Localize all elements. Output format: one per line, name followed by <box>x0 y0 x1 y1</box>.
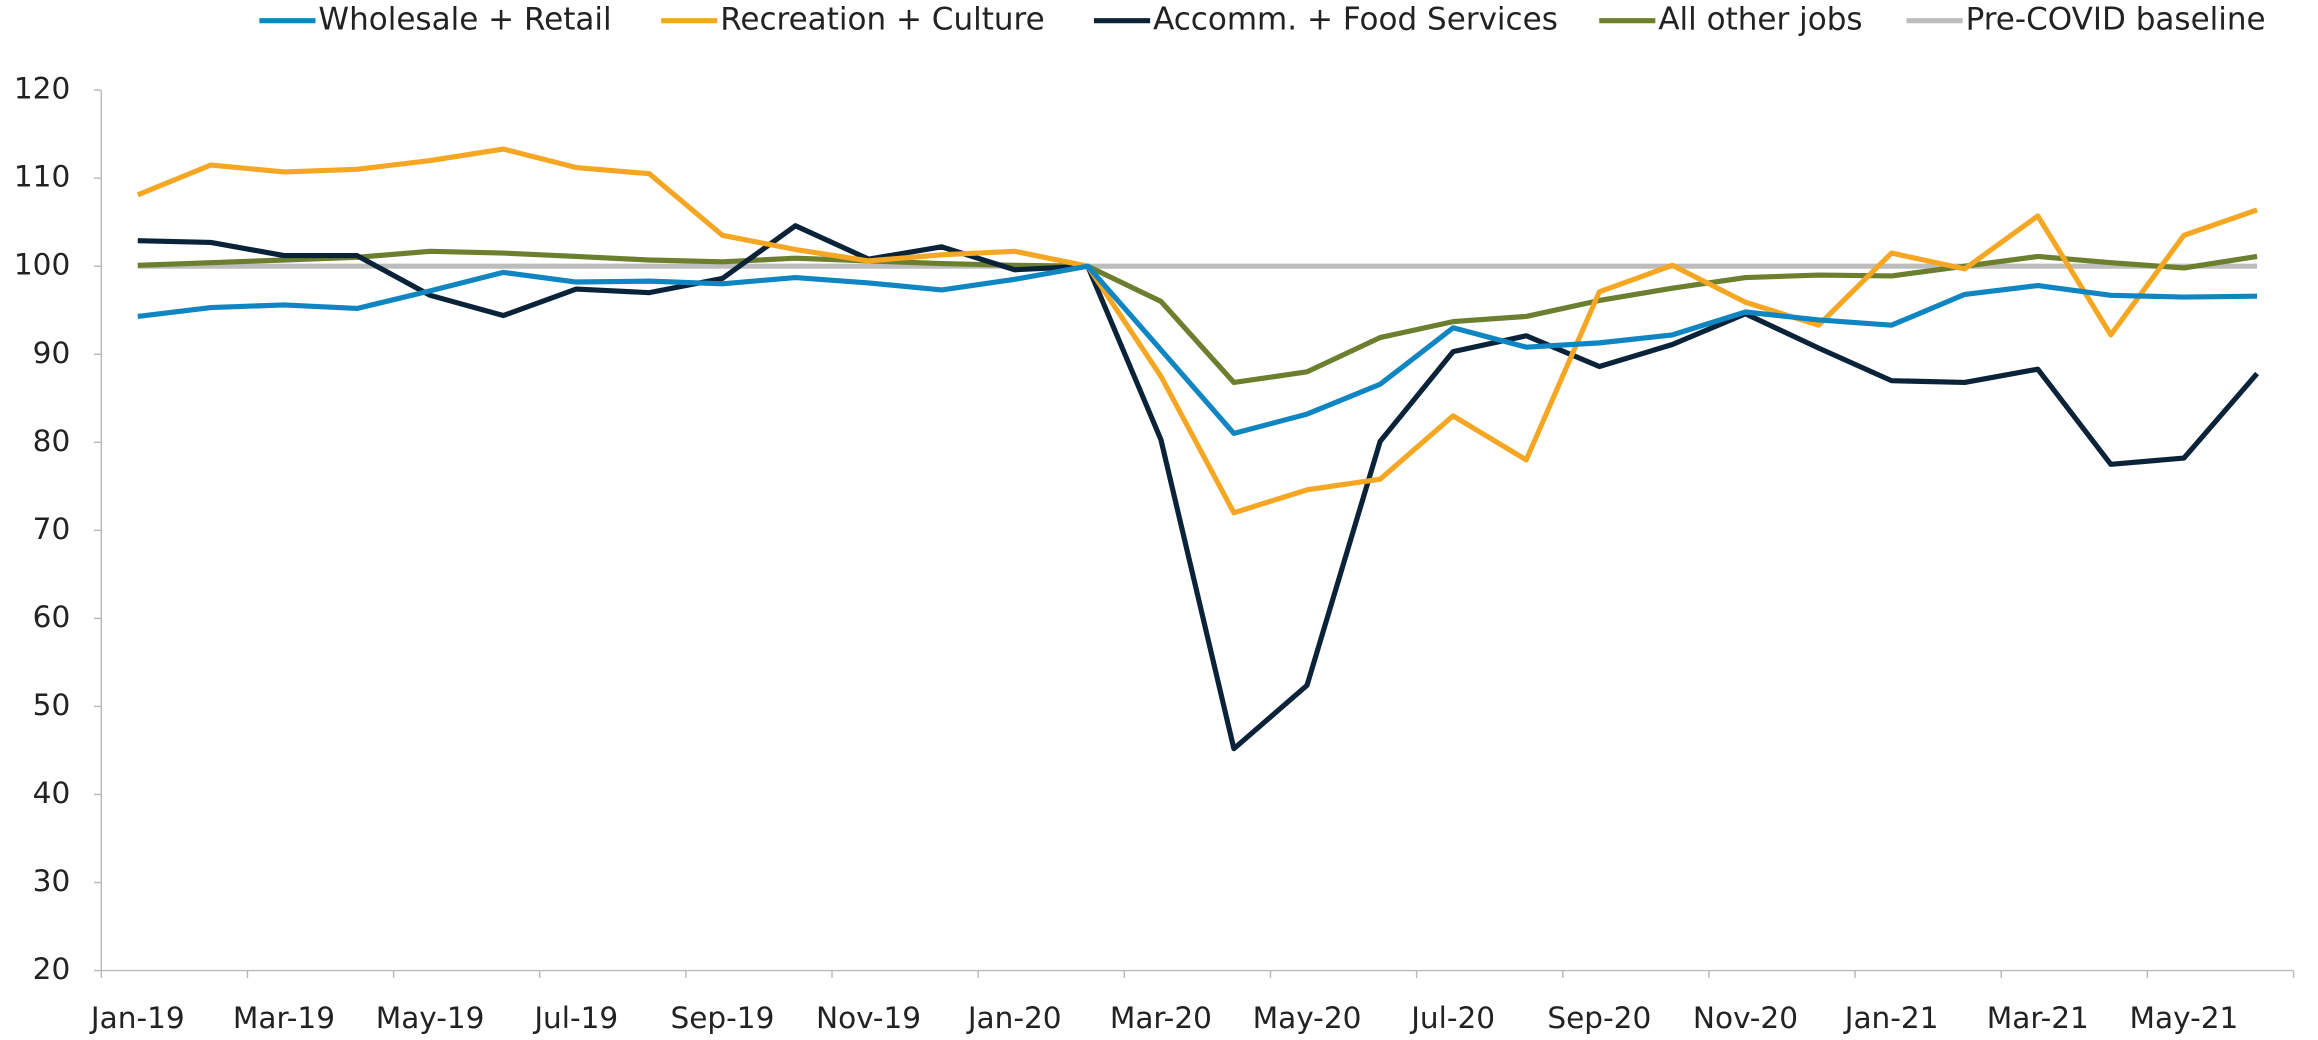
x-tick-label: Jan-20 <box>966 1001 1062 1035</box>
y-tick-label: 120 <box>14 72 70 106</box>
series-line <box>137 223 2260 752</box>
series-line <box>137 248 2258 386</box>
legend-label: Accomm. + Food Services <box>1153 2 1558 38</box>
x-tick-label: Sep-20 <box>1547 1001 1651 1035</box>
y-tick-label: 100 <box>14 248 70 282</box>
series-line <box>136 146 2258 516</box>
legend-label: Wholesale + Retail <box>318 2 611 38</box>
y-tick-label: 60 <box>33 600 71 634</box>
y-tick-label: 40 <box>33 776 71 810</box>
x-tick-label: Jan-19 <box>89 1001 185 1035</box>
x-tick-label: Nov-19 <box>816 1001 921 1035</box>
y-tick-label: 90 <box>33 336 71 370</box>
x-tick-label: Mar-20 <box>1110 1001 1212 1035</box>
legend-label: All other jobs <box>1658 2 1862 38</box>
x-tick-label: Mar-21 <box>1987 1001 2089 1035</box>
series-line <box>137 263 2258 437</box>
x-tick-label: Sep-19 <box>670 1001 774 1035</box>
x-tick-label: May-21 <box>2130 1001 2239 1035</box>
y-tick-label: 110 <box>14 160 70 194</box>
x-tick-label: Jan-21 <box>1843 1001 1939 1035</box>
x-tick-label: May-19 <box>376 1001 485 1035</box>
x-tick-label: Nov-20 <box>1693 1001 1798 1035</box>
x-tick-label: Jul-19 <box>532 1001 618 1035</box>
y-tick-label: 50 <box>33 688 71 722</box>
legend-label: Recreation + Culture <box>720 2 1044 38</box>
y-tick-label: 80 <box>33 424 71 458</box>
x-tick-label: Mar-19 <box>233 1001 335 1035</box>
y-tick-label: 30 <box>33 864 71 898</box>
y-tick-label: 70 <box>33 512 71 546</box>
x-tick-label: Jul-20 <box>1409 1001 1495 1035</box>
x-tick-label: May-20 <box>1253 1001 1362 1035</box>
legend-label: Pre-COVID baseline <box>1966 2 2266 38</box>
y-tick-label: 20 <box>33 952 71 986</box>
